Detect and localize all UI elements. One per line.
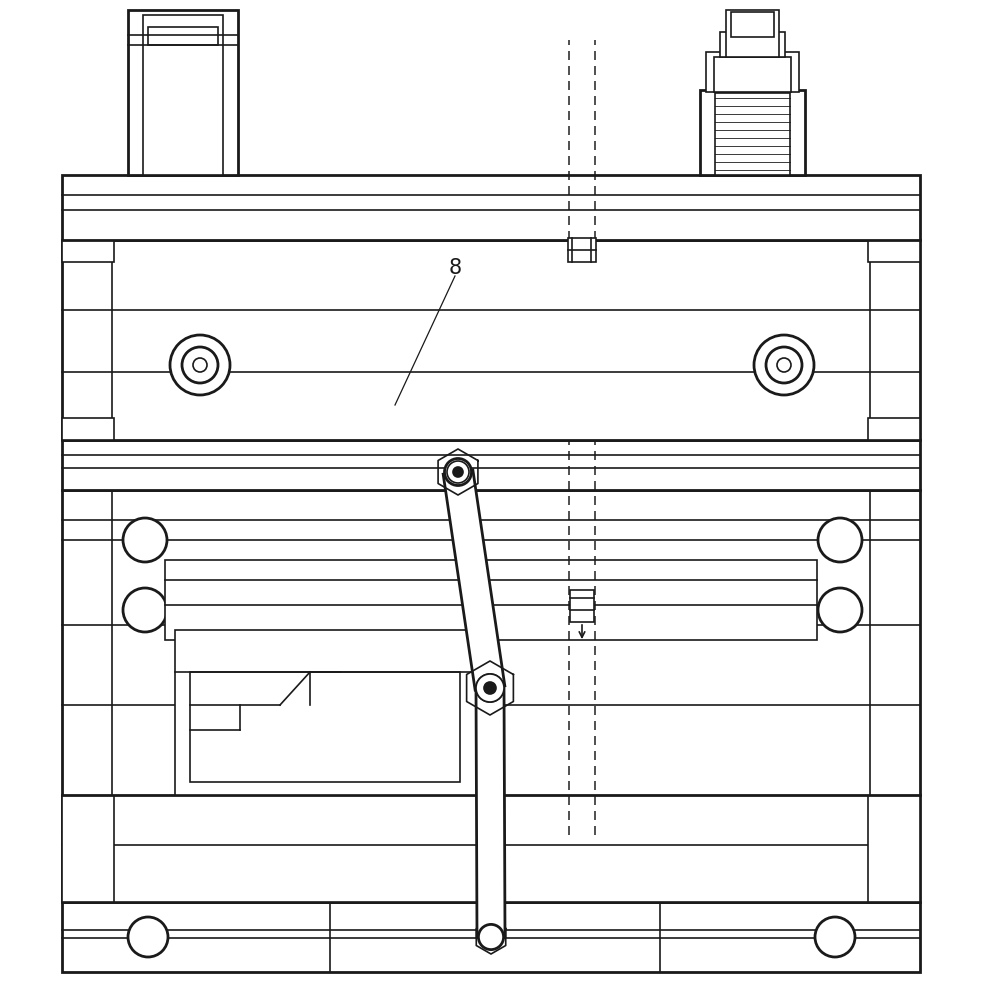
Bar [165, 560, 817, 640]
Bar [62, 902, 920, 972]
Bar [62, 490, 920, 795]
Circle shape [483, 929, 499, 945]
Bar [706, 52, 799, 92]
Circle shape [484, 682, 496, 694]
Circle shape [818, 518, 862, 562]
Polygon shape [476, 688, 505, 937]
Text: 8: 8 [449, 258, 462, 278]
Circle shape [477, 675, 503, 701]
Bar [62, 240, 114, 262]
Bar [568, 238, 596, 262]
Circle shape [123, 588, 167, 632]
Bar [112, 795, 870, 902]
Bar [148, 27, 218, 45]
Bar [62, 795, 920, 902]
Bar [175, 630, 485, 795]
Bar [62, 240, 920, 440]
Circle shape [478, 924, 504, 950]
Circle shape [445, 458, 471, 486]
Circle shape [818, 588, 862, 632]
Bar [868, 795, 920, 902]
Bar [570, 590, 594, 622]
Bar [62, 418, 114, 440]
Circle shape [476, 674, 504, 702]
Circle shape [123, 518, 167, 562]
Bar [726, 10, 779, 57]
Circle shape [128, 917, 168, 957]
Circle shape [170, 335, 230, 395]
Circle shape [182, 347, 218, 383]
Circle shape [754, 335, 814, 395]
Bar [731, 12, 774, 37]
Bar [868, 418, 920, 440]
Bar [190, 672, 460, 782]
Bar [700, 90, 805, 175]
Bar [62, 440, 920, 490]
Bar [714, 57, 791, 92]
Circle shape [193, 358, 207, 372]
Bar [143, 15, 223, 175]
Polygon shape [443, 470, 505, 690]
Bar [720, 32, 785, 57]
Bar [128, 10, 238, 175]
Circle shape [766, 347, 802, 383]
Circle shape [815, 917, 855, 957]
Circle shape [476, 674, 504, 702]
Bar [715, 93, 790, 175]
Bar [62, 795, 114, 902]
Circle shape [447, 461, 469, 483]
Circle shape [453, 467, 463, 477]
Bar [868, 240, 920, 262]
Circle shape [777, 358, 791, 372]
Bar [62, 175, 920, 240]
